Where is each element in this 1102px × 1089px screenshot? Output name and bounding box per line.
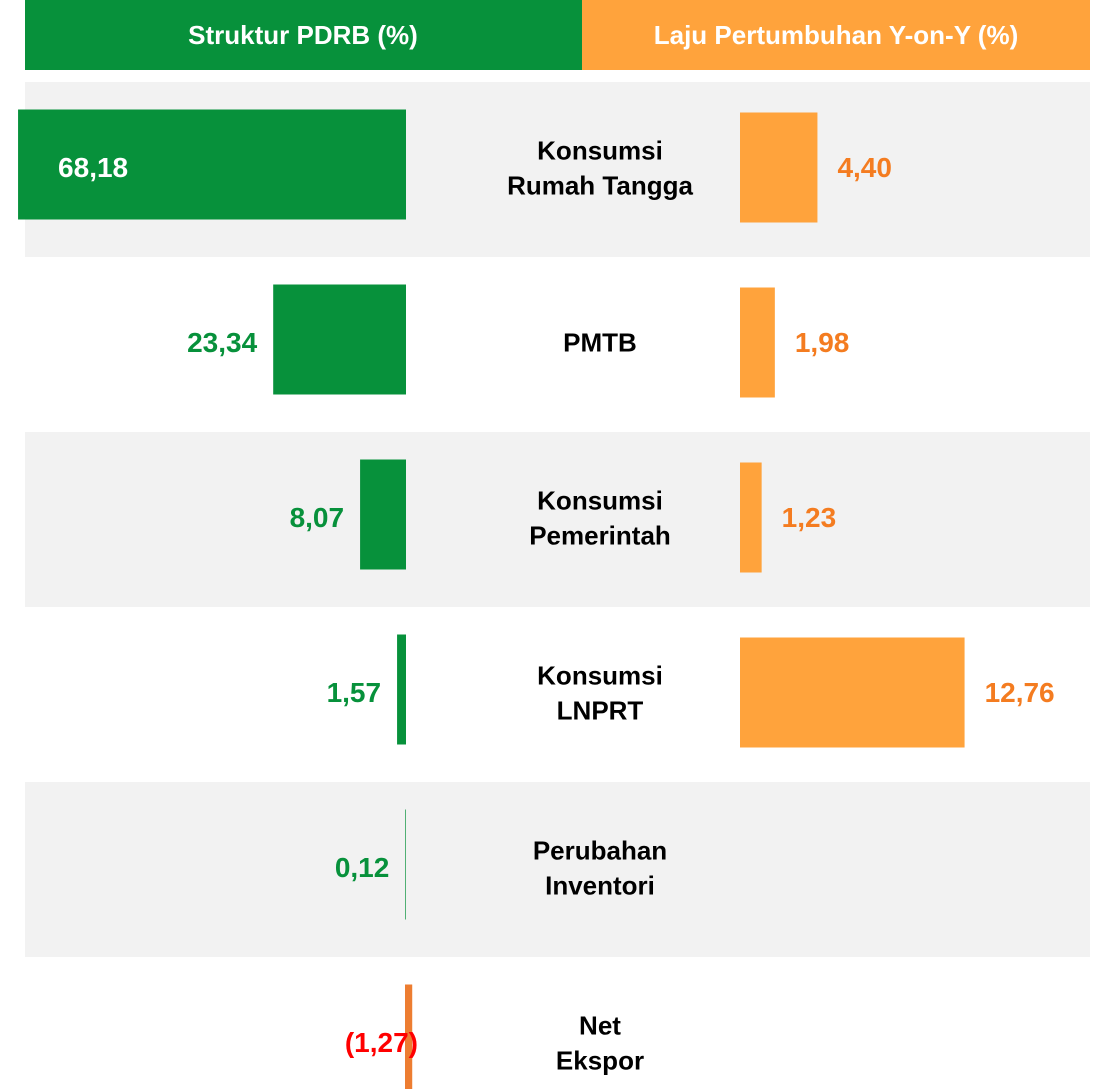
bar	[273, 284, 406, 395]
value-label: 8,07	[290, 502, 345, 533]
value-label: 4,40	[837, 152, 892, 183]
value-label: 0,12	[335, 852, 390, 883]
value-label: 12,76	[985, 677, 1055, 708]
bar	[740, 112, 818, 223]
bar	[740, 637, 965, 748]
category-line: Konsumsi	[537, 660, 663, 690]
category-label: Konsumsi Pemerintah	[529, 485, 671, 550]
category-label: Net Ekspor	[556, 1010, 644, 1075]
header-title: Struktur PDRB (%)	[188, 20, 418, 50]
category-line: Inventori	[545, 870, 655, 900]
bar	[740, 462, 762, 573]
value-label: 68,18	[58, 152, 128, 183]
bar	[18, 109, 407, 220]
bar	[405, 809, 406, 920]
category-line: Konsumsi	[537, 485, 663, 515]
category-line: LNPRT	[557, 695, 644, 725]
value-label: 1,98	[795, 327, 850, 358]
category-label: PMTB	[563, 327, 637, 357]
category-line: Konsumsi	[537, 135, 663, 165]
value-label: 1,23	[782, 502, 837, 533]
value-label: 1,57	[327, 677, 382, 708]
bar	[397, 634, 406, 745]
category-label: Konsumsi LNPRT	[537, 660, 663, 725]
category-line: Net	[579, 1010, 621, 1040]
row-band	[25, 432, 1090, 607]
value-label: 23,34	[187, 327, 257, 358]
category-line: Pemerintah	[529, 520, 671, 550]
header-right	[582, 0, 1090, 70]
bar	[740, 287, 775, 398]
category-label: Konsumsi Rumah Tangga	[507, 135, 693, 200]
value-label: (1,27)	[345, 1027, 418, 1058]
header-left	[25, 0, 582, 70]
category-line: Rumah Tangga	[507, 170, 693, 200]
category-line: Perubahan	[533, 835, 667, 865]
row-band	[25, 782, 1090, 957]
header-title: Laju Pertumbuhan Y-on-Y (%)	[654, 20, 1019, 50]
category-line: Ekspor	[556, 1045, 644, 1075]
category-label: Perubahan Inventori	[533, 835, 667, 900]
bar	[405, 984, 413, 1089]
bar	[360, 459, 406, 570]
